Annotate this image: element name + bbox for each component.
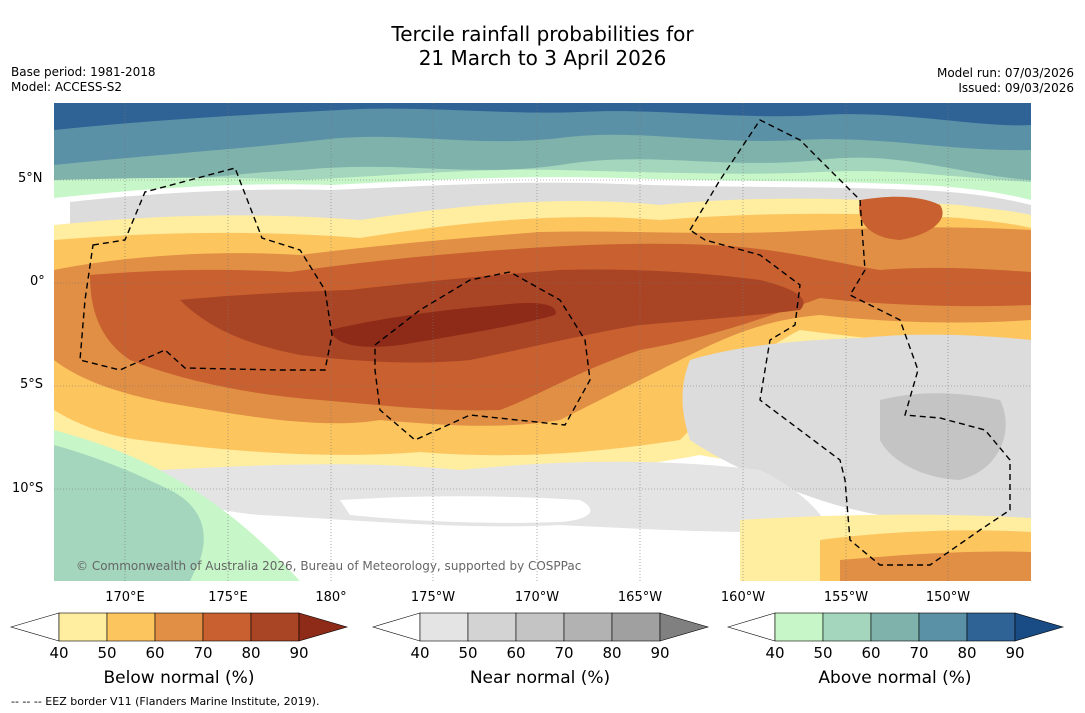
cb-above-seg-1 xyxy=(774,612,824,642)
lat-label-5n: 5°N xyxy=(18,171,43,186)
eez-line-islands xyxy=(689,119,1011,566)
lon-label-180: 180° xyxy=(315,590,347,605)
field-above-80 xyxy=(54,103,1031,130)
cb-below-tick: 40 xyxy=(49,644,68,662)
lon-label-175w: 175°W xyxy=(410,590,456,605)
cb-above-tick: 90 xyxy=(1005,644,1024,662)
lon-label-165w: 165°W xyxy=(617,590,663,605)
model-run: Model run: 07/03/2026 xyxy=(936,66,1074,80)
field-below-southeast-60 xyxy=(840,551,1031,581)
cb-near-over xyxy=(659,612,710,642)
lon-label-150w: 150°W xyxy=(925,590,971,605)
cb-above-tick: 80 xyxy=(957,644,976,662)
field-above-southwest-dark xyxy=(54,445,204,581)
cb-near-seg-3 xyxy=(515,612,565,642)
cb-below-seg-1 xyxy=(58,612,108,642)
cb-below-tick: 80 xyxy=(241,644,260,662)
cb-above-seg-4 xyxy=(918,612,968,642)
cb-above-tick: 40 xyxy=(765,644,784,662)
gridlines xyxy=(54,103,1031,581)
cb-above-seg-5 xyxy=(966,612,1016,642)
cb-near-seg-1 xyxy=(419,612,469,642)
eez-phoenix xyxy=(374,271,591,441)
meta-left: Base period: 1981-2018 Model: ACCESS-S2 xyxy=(11,65,156,95)
cb-near-under xyxy=(371,612,421,642)
colorbar-below-title: Below normal (%) xyxy=(103,668,255,688)
cb-near-tick: 80 xyxy=(602,644,621,662)
colorbar-ticks: 40 50 60 70 80 90 40 50 60 70 80 90 40 5… xyxy=(49,644,1024,662)
lat-label-5s: 5°S xyxy=(20,377,44,392)
eez-kiribati-gilbert xyxy=(79,167,333,371)
field-above-70 xyxy=(54,103,1031,165)
lon-label-170e: 170°E xyxy=(105,590,145,605)
cb-below-seg-5 xyxy=(250,612,300,642)
cb-above-under xyxy=(726,612,776,642)
cb-above-tick: 50 xyxy=(813,644,832,662)
cb-below-tick: 70 xyxy=(193,644,212,662)
meta-right: Model run: 07/03/2026 Issued: 09/03/2026 xyxy=(937,66,1074,96)
eez-borders xyxy=(79,119,1011,566)
cb-below-tick: 50 xyxy=(97,644,116,662)
colorbar-near xyxy=(371,612,710,642)
colorbar-above-title: Above normal (%) xyxy=(818,668,972,688)
cb-near-seg-4 xyxy=(563,612,613,642)
cb-near-tick: 40 xyxy=(410,644,429,662)
lon-label-160w: 160°W xyxy=(720,590,766,605)
colorbar-above xyxy=(726,612,1065,642)
cb-near-tick: 50 xyxy=(458,644,477,662)
cb-near-seg-2 xyxy=(467,612,517,642)
cb-above-tick: 70 xyxy=(909,644,928,662)
cb-above-seg-2 xyxy=(822,612,872,642)
colorbar-near-title: Near normal (%) xyxy=(469,668,611,688)
eez-legend-note: -- -- -- EEZ border V11 (Flanders Marine… xyxy=(11,695,320,708)
cb-below-seg-2 xyxy=(106,612,156,642)
cb-near-tick: 90 xyxy=(650,644,669,662)
lon-label-175e: 175°E xyxy=(208,590,248,605)
copyright-text: © Commonwealth of Australia 2026, Bureau… xyxy=(76,559,581,573)
colorbar-below xyxy=(9,612,349,642)
field-below-east xyxy=(859,196,943,240)
cb-near-tick: 70 xyxy=(554,644,573,662)
lat-label-0: 0° xyxy=(30,274,45,289)
cb-below-tick: 60 xyxy=(145,644,164,662)
field-near-south-white xyxy=(340,496,591,523)
chart-title: Tercile rainfall probabilities for 21 Ma… xyxy=(0,22,1085,70)
cb-below-under xyxy=(9,612,60,642)
cb-above-seg-3 xyxy=(870,612,920,642)
cb-above-tick: 60 xyxy=(861,644,880,662)
title-line-2: 21 March to 3 April 2026 xyxy=(418,46,667,70)
base-period: Base period: 1981-2018 xyxy=(11,65,156,79)
cb-above-over xyxy=(1014,612,1065,642)
map-field xyxy=(54,103,1031,581)
cb-near-tick: 60 xyxy=(506,644,525,662)
cb-below-over xyxy=(298,612,349,642)
cb-below-tick: 90 xyxy=(289,644,308,662)
lon-label-170w: 170°W xyxy=(514,590,560,605)
lon-label-155w: 155°W xyxy=(823,590,869,605)
cb-near-seg-5 xyxy=(611,612,661,642)
issued-date: Issued: 09/03/2026 xyxy=(958,81,1074,95)
cb-below-seg-3 xyxy=(154,612,204,642)
cb-below-seg-4 xyxy=(202,612,252,642)
model-name: Model: ACCESS-S2 xyxy=(11,80,123,94)
title-line-1: Tercile rainfall probabilities for xyxy=(391,22,694,46)
lat-label-10s: 10°S xyxy=(12,481,44,496)
